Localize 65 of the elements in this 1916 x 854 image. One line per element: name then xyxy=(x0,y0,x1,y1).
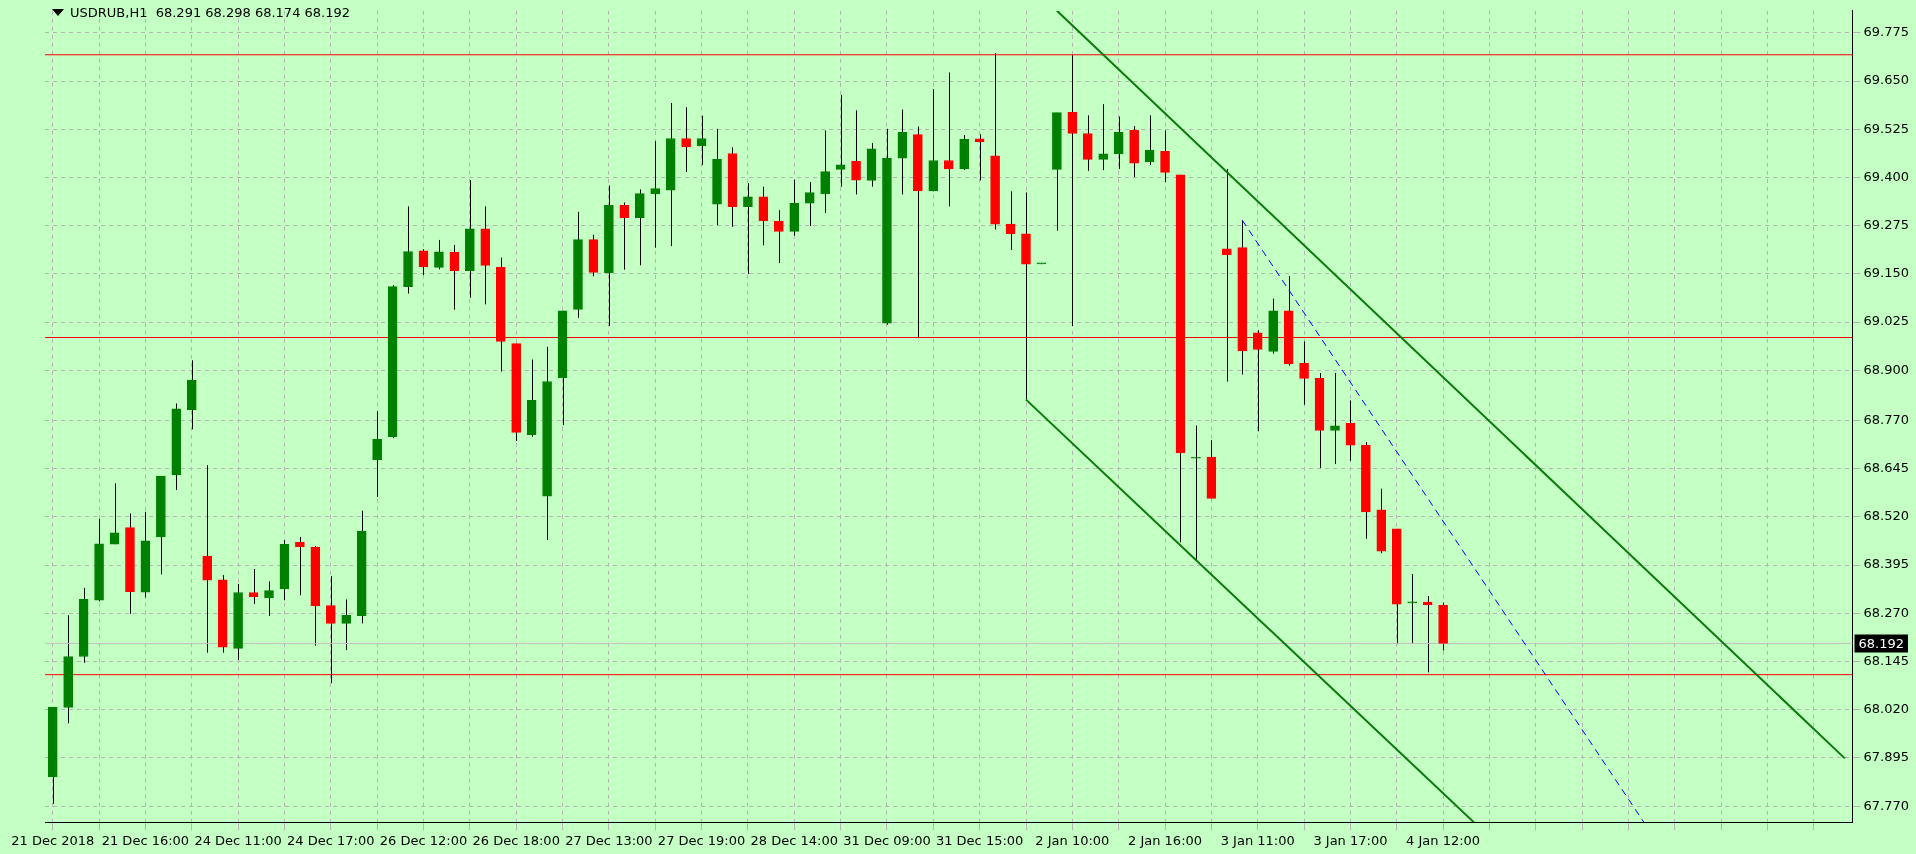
candlestick xyxy=(1330,372,1340,465)
candlestick xyxy=(341,598,352,651)
candlestick xyxy=(434,239,444,270)
chart-title: USDRUB,H1 68.291 68.298 68.174 68.192 xyxy=(70,5,351,20)
candlestick xyxy=(1098,103,1109,171)
candlestick xyxy=(1160,129,1170,183)
x-tick-label: 2 Jan 10:00 xyxy=(1035,832,1110,848)
candlestick xyxy=(696,115,707,166)
candlestick xyxy=(650,140,661,249)
candlestick xyxy=(449,244,460,311)
x-tick-label: 26 Dec 18:00 xyxy=(472,832,560,848)
candlestick xyxy=(758,186,769,246)
candlestick xyxy=(295,536,305,596)
ref-line-label: 68.192 xyxy=(1858,635,1905,651)
y-tick-label: 68.645 xyxy=(1863,460,1910,476)
candlestick xyxy=(681,106,691,173)
x-tick-label: 3 Jan 17:00 xyxy=(1313,832,1388,848)
candlestick xyxy=(202,464,213,654)
candlestick xyxy=(1299,340,1309,406)
y-tick-label: 68.520 xyxy=(1863,508,1910,524)
candlestick xyxy=(418,248,429,276)
candlestick xyxy=(1191,424,1201,561)
x-tick-label: 3 Jan 11:00 xyxy=(1220,832,1295,848)
candlestick xyxy=(943,72,954,207)
y-tick-label: 68.145 xyxy=(1863,652,1910,668)
candlestick xyxy=(835,94,846,188)
x-tick-label: 24 Dec 11:00 xyxy=(194,832,282,848)
candlestick xyxy=(773,209,784,264)
candlestick xyxy=(109,482,120,545)
candlestick xyxy=(1407,573,1418,644)
y-tick-label: 69.525 xyxy=(1863,120,1910,136)
y-tick-label: 68.900 xyxy=(1863,361,1910,377)
y-tick-label: 68.270 xyxy=(1863,604,1910,620)
x-tick-label: 24 Dec 17:00 xyxy=(287,832,375,848)
x-tick-label: 28 Dec 14:00 xyxy=(750,832,838,848)
candlestick xyxy=(248,568,259,605)
y-tick-label: 69.275 xyxy=(1863,217,1910,233)
candlestick xyxy=(851,109,861,195)
candlestick xyxy=(372,410,382,498)
x-tick-label: 31 Dec 15:00 xyxy=(935,832,1024,848)
y-tick-label: 67.895 xyxy=(1863,749,1910,765)
y-tick-label: 69.150 xyxy=(1863,265,1910,281)
y-tick-label: 69.775 xyxy=(1863,24,1910,40)
y-tick-label: 69.650 xyxy=(1863,72,1910,88)
x-tick-label: 21 Dec 16:00 xyxy=(101,832,190,848)
y-tick-label: 68.395 xyxy=(1863,556,1910,572)
candlestick xyxy=(634,188,645,266)
y-tick-label: 69.400 xyxy=(1863,168,1910,184)
candlestick xyxy=(619,202,630,271)
x-tick-label: 26 Dec 12:00 xyxy=(379,832,468,848)
x-tick-label: 27 Dec 19:00 xyxy=(657,832,746,848)
candlestick xyxy=(820,129,830,214)
y-tick-label: 69.025 xyxy=(1863,313,1910,329)
x-tick-label: 2 Jan 16:00 xyxy=(1128,832,1203,848)
y-tick-label: 68.770 xyxy=(1863,411,1910,427)
candlestick xyxy=(264,580,274,617)
x-tick-label: 21 Dec 2018 xyxy=(11,832,95,848)
y-tick-label: 67.770 xyxy=(1863,797,1910,813)
x-tick-label: 4 Jan 12:00 xyxy=(1406,832,1481,848)
x-tick-label: 27 Dec 13:00 xyxy=(565,832,653,848)
candlestick xyxy=(743,182,753,275)
candlestick xyxy=(804,181,815,227)
y-tick-label: 68.020 xyxy=(1863,701,1910,717)
x-tick-label: 31 Dec 09:00 xyxy=(843,832,931,848)
candlestick xyxy=(1113,115,1124,170)
